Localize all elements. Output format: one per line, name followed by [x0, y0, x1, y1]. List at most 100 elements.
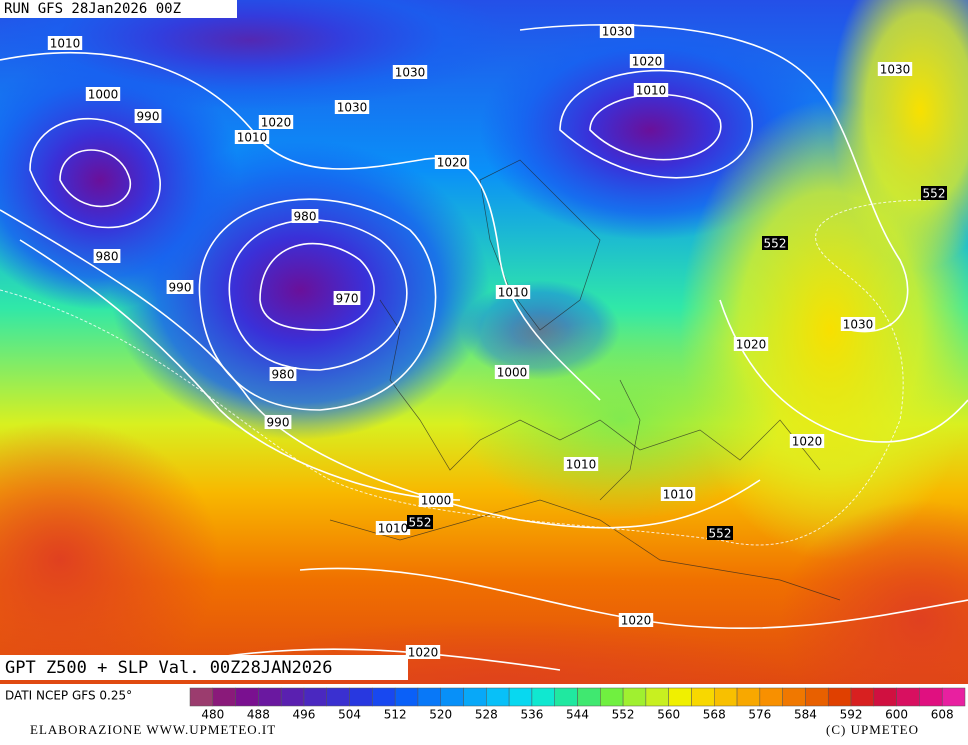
colorbar-label: 552	[612, 708, 635, 722]
isobar-label: 1000	[88, 88, 119, 102]
isobar-label-box	[234, 130, 270, 144]
isobar-label-box	[134, 109, 162, 123]
isobar-label-box	[599, 24, 635, 38]
colorbar-label: 592	[840, 708, 863, 722]
isobar-label-box	[434, 155, 470, 169]
credit: ELABORAZIONE WWW.UPMETEO.IT	[30, 722, 276, 737]
isobar-label-box	[93, 249, 121, 263]
colorbar-label: 488	[247, 708, 270, 722]
isobar-label: 1020	[437, 156, 468, 170]
isobar-label: 1010	[378, 522, 409, 536]
colorbar-swatch	[349, 687, 373, 707]
isobar-label: 1010	[498, 286, 529, 300]
isobar-label: 990	[169, 281, 192, 295]
colorbar-label: 520	[429, 708, 452, 722]
colorbar-swatch	[440, 687, 464, 707]
isobar-label-box	[618, 613, 654, 627]
isobar-label-box	[333, 291, 361, 305]
colorbar-swatch	[372, 687, 396, 707]
colorbar-swatch	[189, 687, 214, 707]
colorbar-swatch	[668, 687, 692, 707]
geopotential-label: 552	[923, 187, 946, 201]
colorbar-swatch	[554, 687, 578, 707]
coastlines	[329, 159, 841, 601]
geopotential-label: 552	[764, 237, 787, 251]
colorbar-swatch	[280, 687, 305, 707]
isobar-label-box	[733, 337, 769, 351]
colorbar-label: 544	[566, 708, 589, 722]
isobar-label-box	[629, 54, 665, 68]
contour-labels: 1010 1000 990 1010 1020 1030 1030 1030 1020 1010 1…	[47, 24, 947, 660]
isobar-label: 1010	[50, 37, 81, 51]
isobar-label-box	[494, 365, 530, 379]
colorbar-label: 576	[748, 708, 771, 722]
colorbar-swatch	[577, 687, 601, 707]
isobar-label-box	[660, 487, 696, 501]
colorbar-swatch	[258, 687, 282, 707]
isobar-label: 1000	[421, 494, 452, 508]
colorbar-label: 584	[794, 708, 817, 722]
colorbar-swatch	[531, 687, 555, 707]
colorbar-label: 608	[931, 708, 954, 722]
colorbar-label: 528	[475, 708, 498, 722]
isobar-label: 1030	[880, 63, 911, 77]
isobar-label-box	[166, 280, 194, 294]
colorbar: 480 488 496 504 512 520 528 536 544 552 560 568 576 5…	[189, 687, 966, 722]
isobar-label-box	[392, 65, 428, 79]
isobar-label-box	[47, 36, 83, 50]
isobar-label: 1000	[497, 366, 528, 380]
isobar-label-box	[269, 367, 297, 381]
geopotential-label-box	[762, 236, 788, 250]
isobar-label-box	[633, 83, 669, 97]
geopotential-label-box	[407, 515, 433, 529]
colorbar-swatch	[827, 687, 852, 707]
colorbar-label: 480	[201, 708, 224, 722]
isobar-label: 980	[272, 368, 295, 382]
isobar-label: 970	[336, 292, 359, 306]
colorbar-swatch	[600, 687, 624, 707]
isobar-label-box	[789, 434, 825, 448]
isobar-label: 1030	[395, 66, 426, 80]
colorbar-label: 568	[703, 708, 726, 722]
colorbar-swatch	[805, 687, 829, 707]
isobar-label: 980	[96, 250, 119, 264]
isobar-label-box	[877, 62, 913, 76]
colorbar-label: 560	[657, 708, 680, 722]
colorbar-swatch	[873, 687, 897, 707]
isobar-label: 1030	[337, 101, 368, 115]
isobar-label-box	[258, 115, 294, 129]
geopotential-label: 552	[709, 527, 732, 541]
colorbar-swatch	[759, 687, 783, 707]
isobar-label-box	[418, 493, 454, 507]
run-label: RUN GFS 28Jan2026 00Z	[4, 1, 181, 17]
colorbar-label: 496	[293, 708, 316, 722]
colorbar-swatch	[714, 687, 738, 707]
isobar-label-box	[840, 317, 876, 331]
copyright: (C) UPMETEO	[826, 722, 919, 737]
colorbar-swatch	[326, 687, 350, 707]
colorbar-swatch	[508, 687, 533, 707]
colorbar-swatch	[622, 687, 647, 707]
colorbar-swatch	[736, 687, 761, 707]
colorbar-swatch	[463, 687, 487, 707]
colorbar-swatch	[394, 687, 419, 707]
colorbar-swatch	[645, 687, 669, 707]
isobar-label: 1020	[632, 55, 663, 69]
title-box	[0, 655, 408, 680]
isobar-label-box	[264, 415, 292, 429]
isobar-label-box	[375, 521, 411, 535]
isobar-label: 1020	[621, 614, 652, 628]
colorbar-label: 504	[338, 708, 361, 722]
isobar-label: 1020	[408, 646, 439, 660]
colorbar-swatch	[235, 687, 259, 707]
isobar-label-box	[334, 100, 370, 114]
data-source: DATI NCEP GFS 0.25°	[5, 689, 132, 703]
isobar-label-box	[563, 457, 599, 471]
isobar-label: 1030	[602, 25, 633, 39]
geopotential-label-box	[707, 526, 733, 540]
colorbar-swatch	[941, 687, 966, 707]
isobar-label-box	[405, 645, 441, 659]
isobar-label-box	[85, 87, 121, 101]
